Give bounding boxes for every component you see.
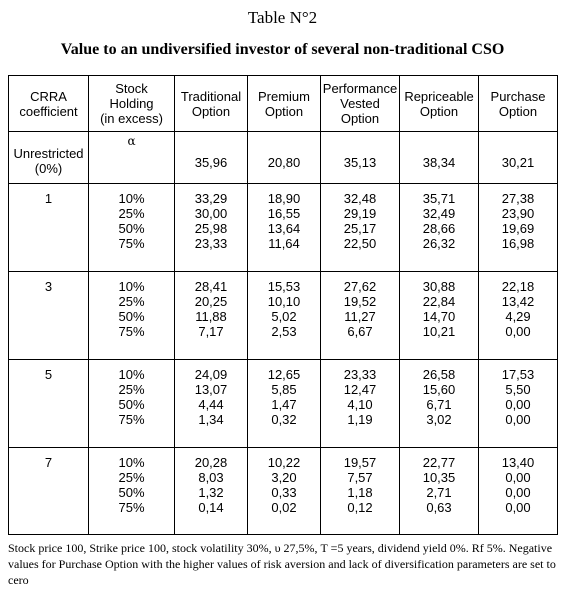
header-traditional-option: Traditional Option xyxy=(174,75,248,132)
purchase-values: 27,38 23,90 19,69 16,98 xyxy=(478,183,558,272)
table-row-group: 1 10% 25% 50% 75% 33,29 30,00 25,98 23,33 18,9… xyxy=(8,183,558,272)
table-row-group: 5 10% 25% 50% 75% 24,09 13,07 4,44 1,34 12,65 5… xyxy=(8,359,558,448)
table-title: Value to an undiversified investor of se… xyxy=(60,41,505,58)
repriceable-values: 30,88 22,84 14,70 10,21 xyxy=(399,271,479,360)
repriceable-values: 22,77 10,35 2,71 0,63 xyxy=(399,447,479,535)
table-row-unrestricted: Unrestricted (0%) α 35,96 20,80 35,13 38,… xyxy=(8,131,558,184)
header-stock-holding: Stock Holding (in excess) xyxy=(88,75,175,132)
coefficient-cell: 7 xyxy=(8,447,89,535)
results-table-container: CRRA coefficient Stock Holding (in excess) … xyxy=(8,75,558,535)
header-repriceable-option: Repriceable Option xyxy=(399,75,479,132)
performance-values: 32,48 29,19 25,17 22,50 xyxy=(320,183,400,272)
premium-values: 10,22 3,20 0,33 0,02 xyxy=(247,447,321,535)
traditional-values: 28,41 20,25 11,88 7,17 xyxy=(174,271,248,360)
premium-values: 15,53 10,10 5,02 2,53 xyxy=(247,271,321,360)
header-row: CRRA coefficient Stock Holding (in excess) … xyxy=(8,75,558,132)
performance-values: 27,62 19,52 11,27 6,67 xyxy=(320,271,400,360)
purchase-values: 17,53 5,50 0,00 0,00 xyxy=(478,359,558,448)
holding-cell: 10% 25% 50% 75% xyxy=(88,183,175,272)
traditional-values: 20,28 8,03 1,32 0,14 xyxy=(174,447,248,535)
table-number: Table N°2 xyxy=(247,8,318,27)
table-row-group: 3 10% 25% 50% 75% 28,41 20,25 11,88 7,17 15,53… xyxy=(8,271,558,360)
coefficient-cell: 5 xyxy=(8,359,89,448)
holding-cell: 10% 25% 50% 75% xyxy=(88,447,175,535)
table-body: Unrestricted (0%) α 35,96 20,80 35,13 38,… xyxy=(8,131,558,535)
coefficient-cell: Unrestricted (0%) xyxy=(8,131,89,184)
premium-values: 12,65 5,85 1,47 0,32 xyxy=(247,359,321,448)
value-cell: 35,13 xyxy=(320,131,400,184)
alpha-label: α xyxy=(88,131,175,184)
value-cell: 38,34 xyxy=(399,131,479,184)
results-table: CRRA coefficient Stock Holding (in excess) … xyxy=(8,75,558,535)
repriceable-values: 35,71 32,49 28,66 26,32 xyxy=(399,183,479,272)
coefficient-cell: 3 xyxy=(8,271,89,360)
header-crra-coefficient: CRRA coefficient xyxy=(8,75,89,132)
purchase-values: 13,40 0,00 0,00 0,00 xyxy=(478,447,558,535)
value-cell: 35,96 xyxy=(174,131,248,184)
value-cell: 30,21 xyxy=(478,131,558,184)
table-row-group: 7 10% 25% 50% 75% 20,28 8,03 1,32 0,14 10,22 3,… xyxy=(8,447,558,535)
value-cell: 20,80 xyxy=(247,131,321,184)
repriceable-values: 26,58 15,60 6,71 3,02 xyxy=(399,359,479,448)
holding-cell: 10% 25% 50% 75% xyxy=(88,359,175,448)
premium-values: 18,90 16,55 13,64 11,64 xyxy=(247,183,321,272)
performance-values: 19,57 7,57 1,18 0,12 xyxy=(320,447,400,535)
header-premium-option: Premium Option xyxy=(247,75,321,132)
performance-values: 23,33 12,47 4,10 1,19 xyxy=(320,359,400,448)
table-header: CRRA coefficient Stock Holding (in excess) … xyxy=(8,75,558,132)
header-performance-vested-option: Performance Vested Option xyxy=(320,75,400,132)
holding-cell: 10% 25% 50% 75% xyxy=(88,271,175,360)
coefficient-cell: 1 xyxy=(8,183,89,272)
traditional-values: 33,29 30,00 25,98 23,33 xyxy=(174,183,248,272)
table-footnote: Stock price 100, Strike price 100, stock… xyxy=(8,541,556,587)
traditional-values: 24,09 13,07 4,44 1,34 xyxy=(174,359,248,448)
header-purchase-option: Purchase Option xyxy=(478,75,558,132)
purchase-values: 22,18 13,42 4,29 0,00 xyxy=(478,271,558,360)
